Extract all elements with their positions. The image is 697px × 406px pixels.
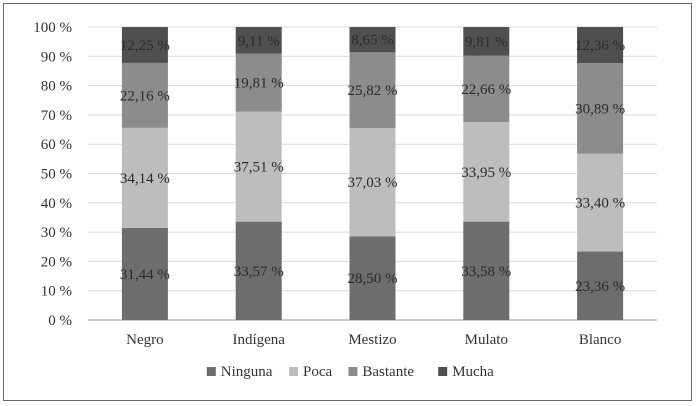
bars xyxy=(121,26,624,320)
legend-swatch xyxy=(348,367,358,376)
y-tick-label: 100 % xyxy=(33,20,72,36)
bar-segment-ninguna xyxy=(349,236,396,320)
bar-segment-mucha xyxy=(577,26,624,64)
bar-segment-poca xyxy=(121,127,168,228)
data-label: 28,50 % xyxy=(348,271,398,287)
bar-segment-bastante xyxy=(121,62,168,128)
data-label: 31,44 % xyxy=(120,267,170,283)
legend: Ninguna Poca Bastante Mucha xyxy=(206,364,494,380)
data-label: 9,81 % xyxy=(465,34,508,50)
legend-swatch xyxy=(289,367,298,376)
bar-segment-mucha xyxy=(463,27,510,56)
legend-swatch xyxy=(438,367,448,376)
bar-segment-mucha xyxy=(121,27,168,63)
legend-swatch xyxy=(206,367,216,376)
bar-segment-poca xyxy=(577,153,624,252)
data-label: 23,36 % xyxy=(575,279,625,295)
bar-segment-ninguna xyxy=(463,221,510,320)
bar-segment-ninguna xyxy=(577,251,624,320)
data-label: 33,58 % xyxy=(461,264,511,280)
bar-segment-poca xyxy=(349,127,396,237)
bar-segment-mucha xyxy=(235,27,282,54)
data-label: 8,65 % xyxy=(351,33,394,49)
bar-segment-ninguna xyxy=(121,227,168,320)
data-label: 9,11 % xyxy=(238,33,280,49)
data-label: 33,57 % xyxy=(234,264,284,280)
legend-label: Poca xyxy=(303,364,333,380)
data-label: 22,66 % xyxy=(461,82,511,98)
axes: 0 % 10 % 20 % 30 % 40 % 50 % 60 % 70 % 80 % 90 % 1… xyxy=(33,20,621,348)
y-tick-label: 20 % xyxy=(41,254,72,270)
bar-segment-poca xyxy=(235,111,282,222)
x-category-label: Mestizo xyxy=(348,332,396,348)
data-label: 33,40 % xyxy=(575,196,625,212)
data-label: 33,95 % xyxy=(461,165,511,181)
legend-label: Mucha xyxy=(452,364,494,380)
bar-segment-bastante xyxy=(349,52,396,128)
y-tick-label: 40 % xyxy=(41,196,72,212)
bar-segment-ninguna xyxy=(235,221,282,320)
x-category-label: Blanco xyxy=(579,332,622,348)
x-category-label: Negro xyxy=(126,332,164,348)
y-tick-label: 80 % xyxy=(41,79,72,95)
bar-segment-bastante xyxy=(235,53,282,112)
y-tick-label: 60 % xyxy=(41,137,72,153)
y-tick-label: 70 % xyxy=(41,108,72,124)
data-label: 19,81 % xyxy=(234,76,284,92)
y-tick-label: 50 % xyxy=(41,167,72,183)
bar-segment-bastante xyxy=(577,63,624,154)
data-label: 34,14 % xyxy=(120,171,170,187)
data-label: 12,25 % xyxy=(120,38,170,54)
bar-segment-bastante xyxy=(463,55,510,123)
x-category-label: Indígena xyxy=(232,332,285,348)
y-tick-label: 0 % xyxy=(48,313,72,329)
data-label: 22,16 % xyxy=(120,88,170,104)
data-labels: 31,44 % 34,14 % 22,16 % 12,25 % 33,57 % 37,51… xyxy=(120,33,625,295)
data-label: 30,89 % xyxy=(575,101,625,117)
bar-segment-mucha xyxy=(349,27,396,53)
legend-label: Bastante xyxy=(362,364,414,380)
bar-segment-poca xyxy=(463,122,510,222)
y-tick-label: 10 % xyxy=(41,284,72,300)
y-tick-label: 90 % xyxy=(41,49,72,65)
data-label: 37,03 % xyxy=(348,175,398,191)
x-category-label: Mulato xyxy=(465,332,508,348)
data-label: 12,36 % xyxy=(575,38,625,54)
legend-label: Ninguna xyxy=(221,364,273,380)
y-tick-label: 30 % xyxy=(41,225,72,241)
data-label: 37,51 % xyxy=(234,160,284,176)
data-label: 25,82 % xyxy=(348,83,398,99)
